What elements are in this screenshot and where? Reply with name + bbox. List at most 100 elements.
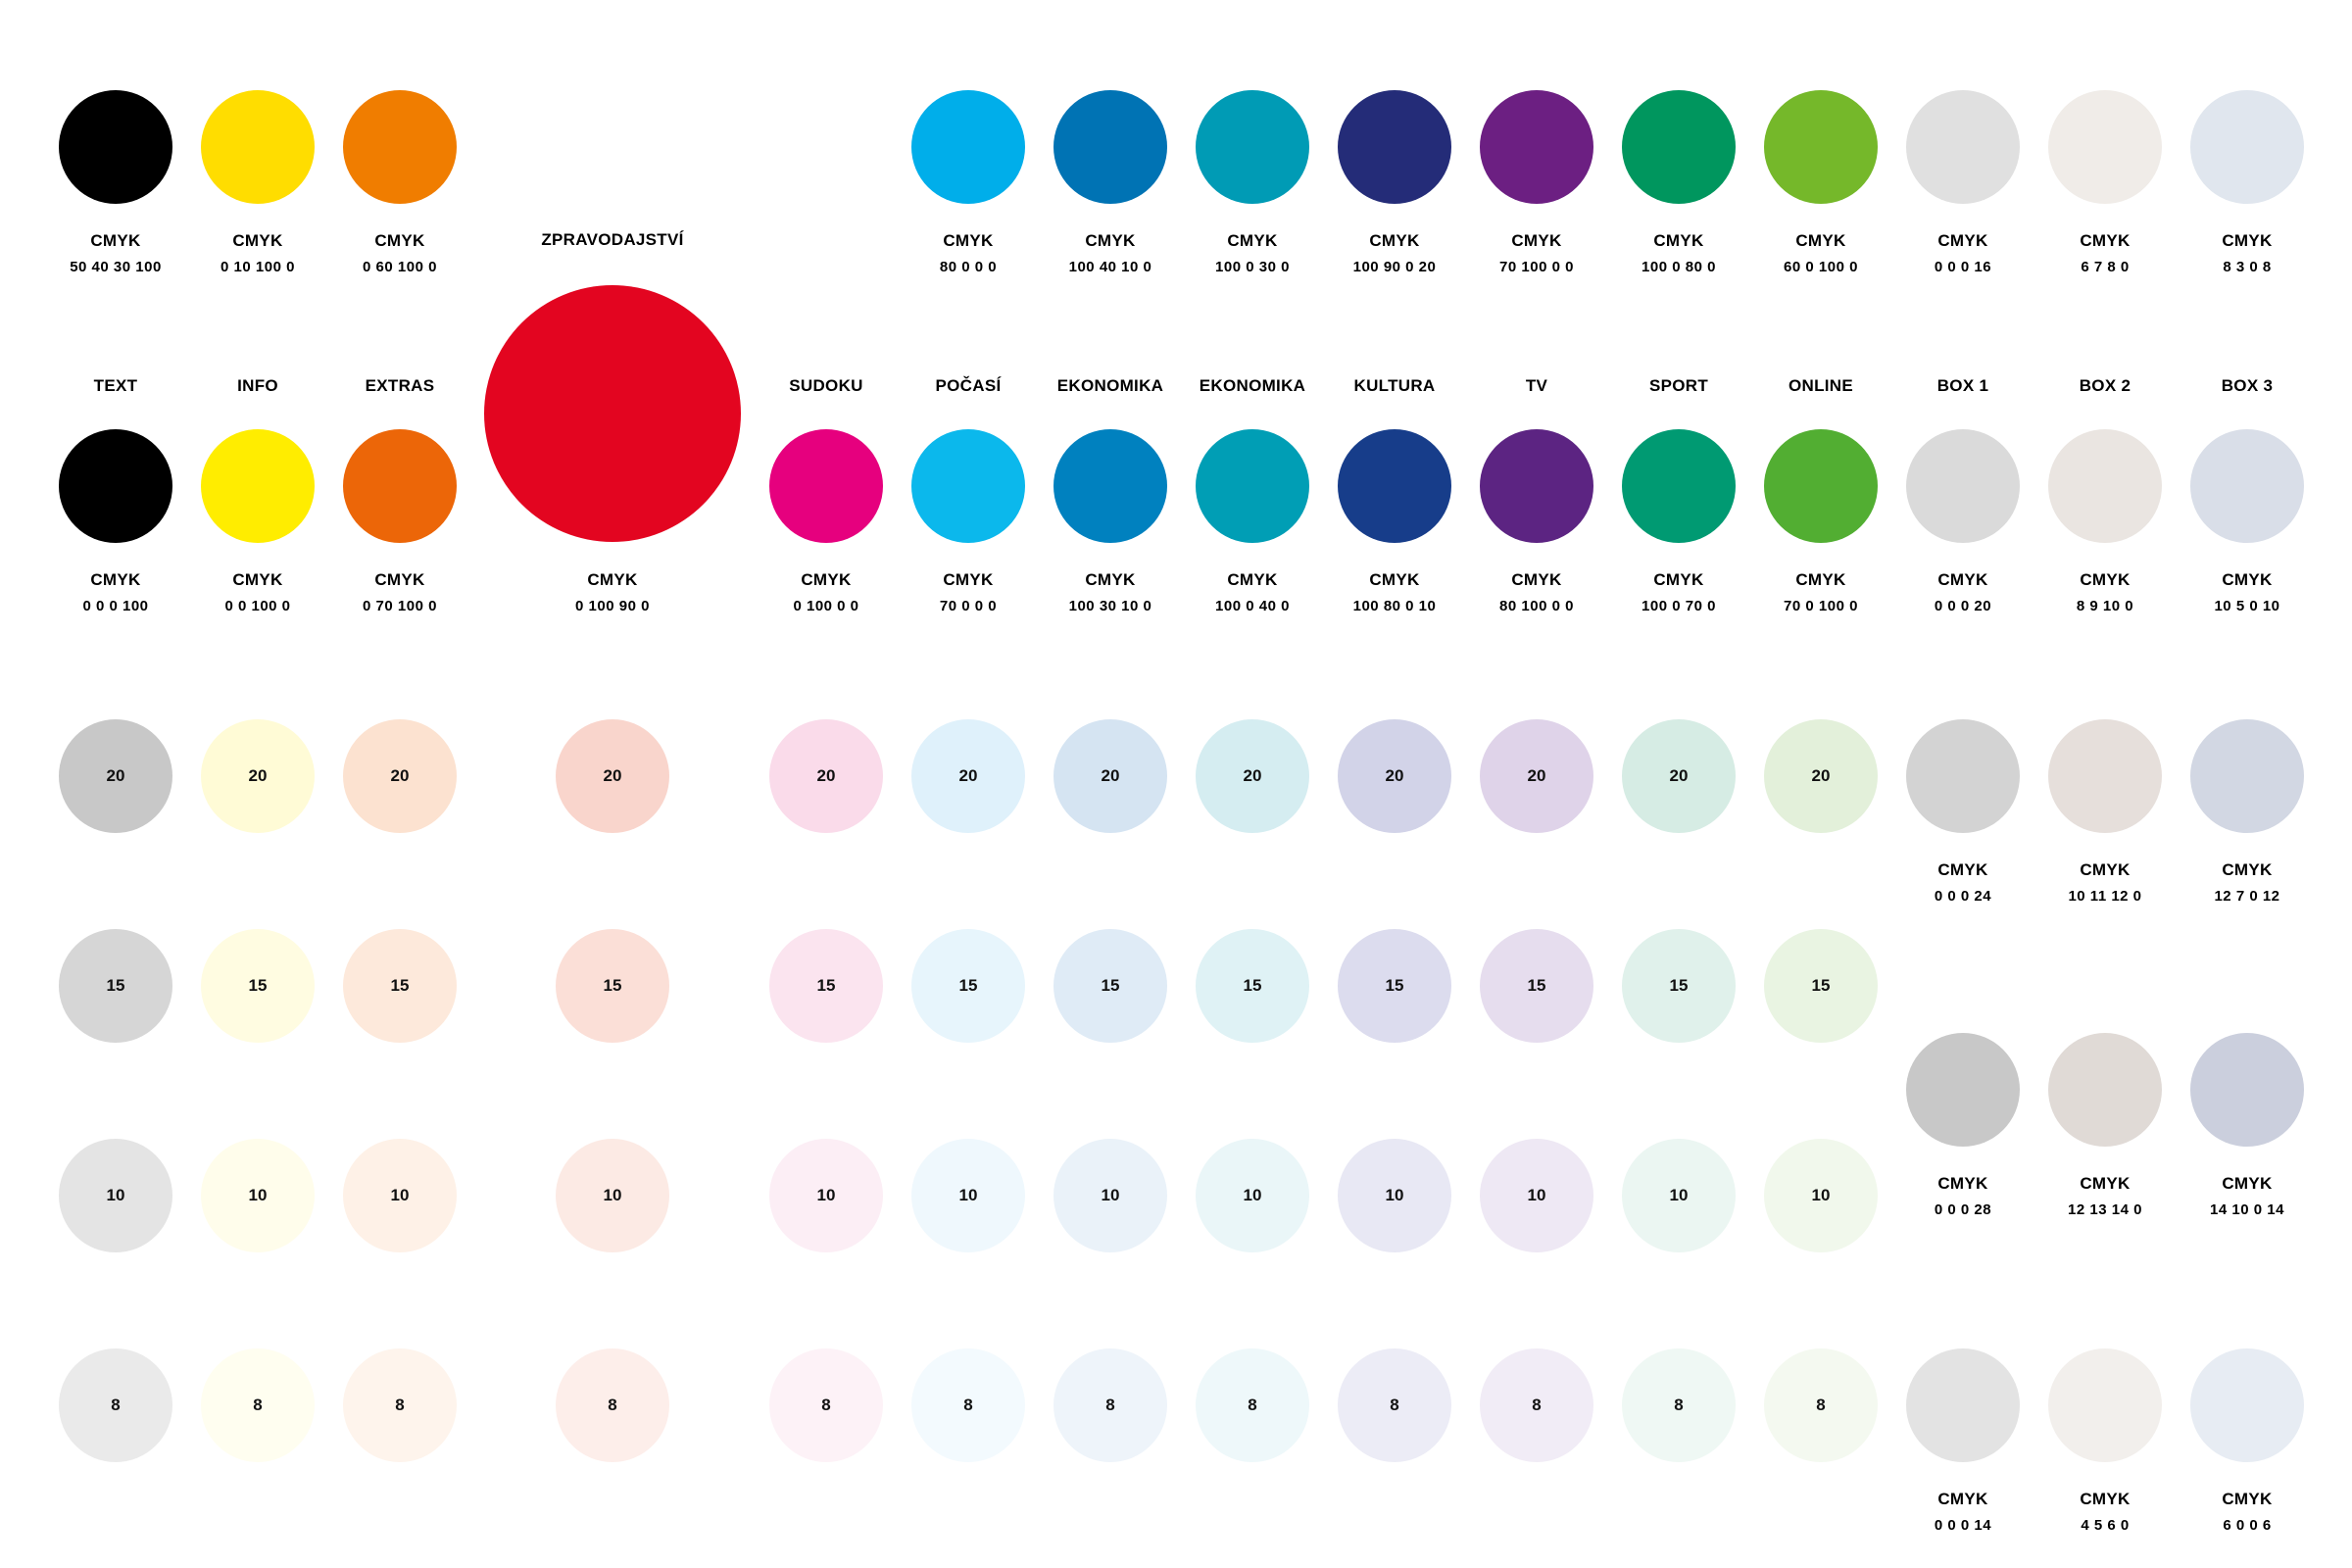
cmyk-label: CMYK — [1795, 231, 1846, 250]
cmyk-value: 80 0 0 0 — [939, 259, 998, 275]
tint-ekonomika1-20: 20 — [1054, 719, 1167, 833]
tint-zpravodajstvi-8: 8 — [556, 1348, 669, 1462]
cmyk-label: CMYK — [1369, 231, 1420, 250]
tint-sudoku-10: 10 — [769, 1139, 883, 1252]
swatch-box2 — [2048, 429, 2162, 543]
box-shade-1-2 — [1906, 1348, 2020, 1462]
tint-tv-8: 8 — [1480, 1348, 1593, 1462]
cmyk-label: CMYK — [1085, 231, 1136, 250]
cmyk-label: CMYK — [1227, 570, 1278, 589]
tint-kultura-20: 20 — [1338, 719, 1451, 833]
cmyk-value: 100 80 0 10 — [1352, 598, 1437, 614]
swatch-box2-top — [2048, 90, 2162, 204]
tint-zpravodajstvi-15: 15 — [556, 929, 669, 1043]
category-name-tv: TV — [1525, 376, 1548, 395]
tint-extras-8: 8 — [343, 1348, 457, 1462]
cmyk-value: 10 11 12 0 — [2068, 888, 2142, 905]
swatch-extras — [343, 429, 457, 543]
cmyk-value: 0 100 90 0 — [575, 598, 650, 614]
swatch-text — [59, 429, 172, 543]
cmyk-label: CMYK — [801, 570, 852, 589]
tint-info-20: 20 — [201, 719, 315, 833]
tint-ekonomika2-8: 8 — [1196, 1348, 1309, 1462]
cmyk-label: CMYK — [2222, 1174, 2273, 1193]
swatch-online — [1764, 429, 1878, 543]
tint-text-15: 15 — [59, 929, 172, 1043]
cmyk-value: 100 0 40 0 — [1215, 598, 1290, 614]
cmyk-label: CMYK — [1937, 1174, 1988, 1193]
tint-sport-15: 15 — [1622, 929, 1736, 1043]
tint-text-8: 8 — [59, 1348, 172, 1462]
category-name-extras: EXTRAS — [365, 376, 435, 395]
tint-ekonomika1-10: 10 — [1054, 1139, 1167, 1252]
box-shade-3-1 — [2190, 1033, 2304, 1147]
cmyk-value: 100 0 80 0 — [1642, 259, 1716, 275]
swatch-box3-top — [2190, 90, 2304, 204]
category-name-box1: BOX 1 — [1936, 376, 1989, 395]
tint-online-20: 20 — [1764, 719, 1878, 833]
cmyk-value: 100 40 10 0 — [1068, 259, 1152, 275]
cmyk-value: 8 3 0 8 — [2223, 259, 2272, 275]
cmyk-value: 12 13 14 0 — [2068, 1201, 2142, 1218]
category-name-online: ONLINE — [1788, 376, 1854, 395]
cmyk-value: 100 30 10 0 — [1068, 598, 1152, 614]
cmyk-value: 8 9 10 0 — [2076, 598, 2134, 614]
cmyk-label: CMYK — [2222, 1490, 2273, 1508]
cmyk-value: 10 5 0 10 — [2214, 598, 2280, 614]
cmyk-label: CMYK — [943, 570, 994, 589]
cmyk-label: CMYK — [1511, 231, 1562, 250]
cmyk-label: CMYK — [374, 570, 425, 589]
cmyk-label: CMYK — [2080, 1490, 2131, 1508]
swatch-ekonomika2 — [1196, 429, 1309, 543]
cmyk-label: CMYK — [374, 231, 425, 250]
tint-tv-10: 10 — [1480, 1139, 1593, 1252]
cmyk-label: CMYK — [2222, 860, 2273, 879]
swatch-info-top — [201, 90, 315, 204]
tint-zpravodajstvi-10: 10 — [556, 1139, 669, 1252]
cmyk-value: 100 0 30 0 — [1215, 259, 1290, 275]
cmyk-label: CMYK — [1795, 570, 1846, 589]
box-shade-2-2 — [2048, 1348, 2162, 1462]
tint-sport-10: 10 — [1622, 1139, 1736, 1252]
category-name-box3: BOX 3 — [2221, 376, 2274, 395]
category-name-info: INFO — [237, 376, 278, 395]
cmyk-label: CMYK — [1937, 570, 1988, 589]
tint-sudoku-15: 15 — [769, 929, 883, 1043]
cmyk-label: CMYK — [1653, 570, 1704, 589]
category-name-pocasi: POČASÍ — [935, 376, 1002, 395]
swatch-extras-top — [343, 90, 457, 204]
swatch-box1 — [1906, 429, 2020, 543]
category-name-ekonomika1: EKONOMIKA — [1056, 376, 1164, 395]
tint-pocasi-20: 20 — [911, 719, 1025, 833]
tint-info-8: 8 — [201, 1348, 315, 1462]
tint-sudoku-20: 20 — [769, 719, 883, 833]
cmyk-value: 100 90 0 20 — [1352, 259, 1437, 275]
cmyk-label: CMYK — [90, 570, 141, 589]
tint-tv-20: 20 — [1480, 719, 1593, 833]
cmyk-value: 70 0 100 0 — [1784, 598, 1858, 614]
cmyk-value: 0 0 0 14 — [1934, 1517, 1992, 1534]
tint-ekonomika1-8: 8 — [1054, 1348, 1167, 1462]
cmyk-label: CMYK — [2080, 1174, 2131, 1193]
cmyk-value: 4 5 6 0 — [2081, 1517, 2130, 1534]
cmyk-label: CMYK — [232, 231, 283, 250]
swatch-online-top — [1764, 90, 1878, 204]
cmyk-label: CMYK — [1227, 231, 1278, 250]
swatch-zpravodajstvi — [484, 285, 741, 542]
swatch-ekonomika1 — [1054, 429, 1167, 543]
cmyk-label: CMYK — [943, 231, 994, 250]
swatch-ekonomika1-top — [1054, 90, 1167, 204]
category-name-sport: SPORT — [1648, 376, 1709, 395]
box-shade-3-0 — [2190, 719, 2304, 833]
box-shade-1-1 — [1906, 1033, 2020, 1147]
cmyk-label: CMYK — [232, 570, 283, 589]
swatch-sport-top — [1622, 90, 1736, 204]
cmyk-label: CMYK — [1511, 570, 1562, 589]
category-name-ekonomika2: EKONOMIKA — [1199, 376, 1306, 395]
swatch-sudoku — [769, 429, 883, 543]
tint-pocasi-10: 10 — [911, 1139, 1025, 1252]
tint-sudoku-8: 8 — [769, 1348, 883, 1462]
tint-online-8: 8 — [1764, 1348, 1878, 1462]
cmyk-value: 0 10 100 0 — [220, 259, 295, 275]
swatch-text-top — [59, 90, 172, 204]
